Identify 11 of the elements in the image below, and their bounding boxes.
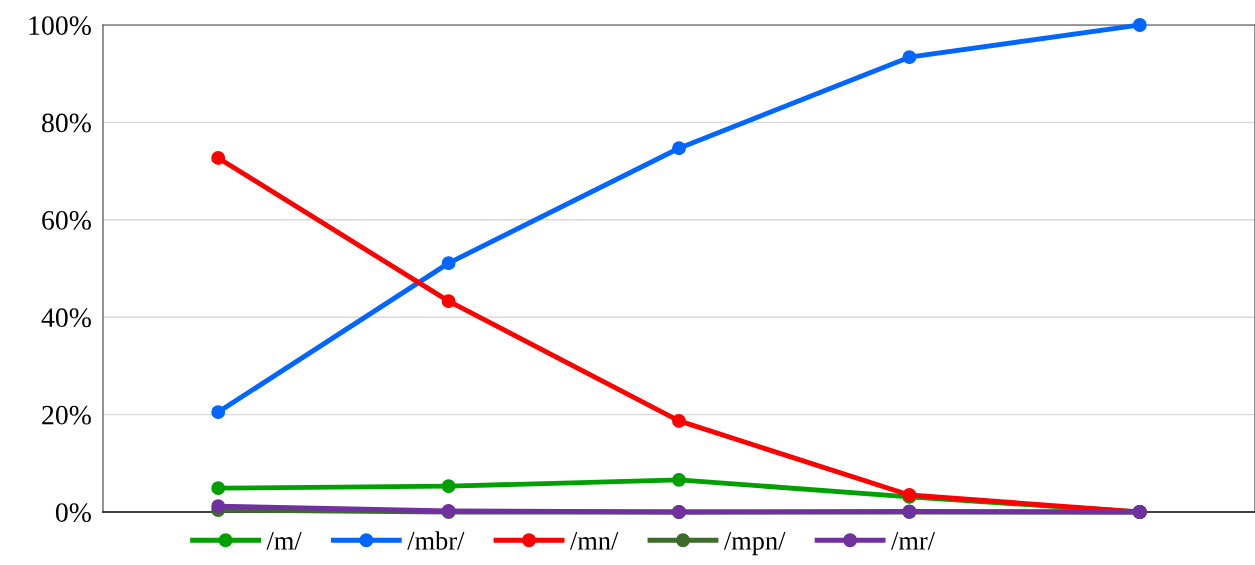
- y-tick-label: 40%: [41, 308, 91, 328]
- legend-label: /mbr/: [407, 531, 465, 550]
- y-tick-label: 100%: [29, 16, 91, 35]
- legend-label: /m/: [266, 532, 302, 550]
- legend-label: /mn/: [569, 532, 619, 550]
- y-tick-label: 60%: [42, 210, 91, 230]
- y-tick-label: 80%: [42, 113, 91, 133]
- legend-label: /mr/: [891, 532, 935, 550]
- y-tick-label: 20%: [42, 405, 91, 425]
- y-tick-label: 0%: [55, 503, 91, 522]
- legend-label: /mpn/: [723, 532, 786, 556]
